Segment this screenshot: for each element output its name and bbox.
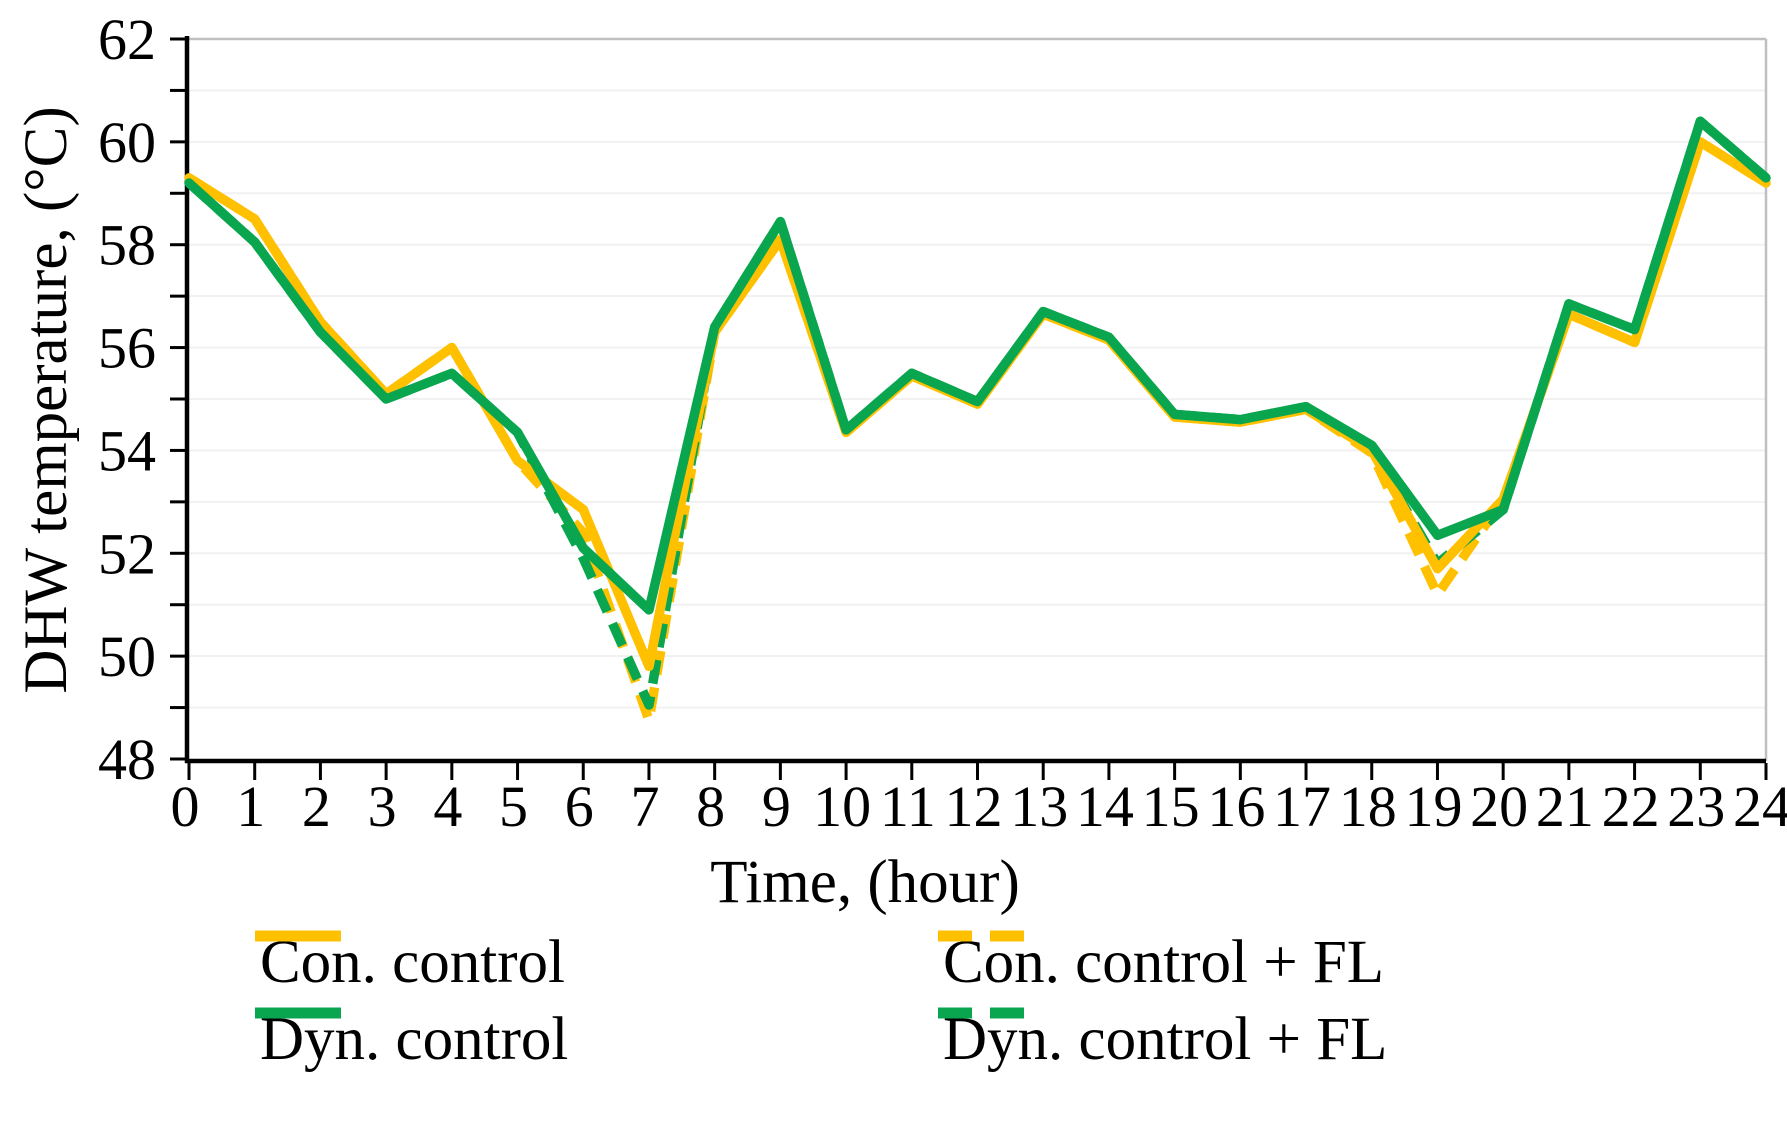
svg-text:19: 19 [1404, 774, 1462, 839]
svg-text:16: 16 [1207, 774, 1265, 839]
svg-text:50: 50 [98, 624, 156, 689]
legend-item-con-control-fl: Con. control + FL [935, 928, 1384, 998]
svg-text:9: 9 [762, 774, 791, 839]
svg-text:15: 15 [1142, 774, 1200, 839]
y-axis-title: DHW temperature, (°C) [13, 106, 80, 694]
legend-item-dyn-control-fl: Dyn. control + FL [935, 1005, 1387, 1075]
svg-text:14: 14 [1076, 774, 1134, 839]
series-lines [184, 116, 1771, 726]
svg-text:21: 21 [1536, 774, 1594, 839]
legend-item-con-control: Con. control [252, 928, 565, 998]
svg-text:56: 56 [98, 316, 156, 381]
axes [184, 36, 1766, 764]
svg-text:48: 48 [98, 727, 156, 792]
svg-text:8: 8 [696, 774, 725, 839]
svg-text:18: 18 [1339, 774, 1397, 839]
svg-text:2: 2 [302, 774, 331, 839]
svg-text:4: 4 [433, 774, 462, 839]
axis-ticks [170, 37, 1768, 780]
svg-text:1: 1 [236, 774, 265, 839]
plot-border [189, 37, 1768, 761]
svg-text:54: 54 [98, 418, 156, 483]
x-tick-labels: 0 1 2 3 4 5 6 7 8 9 10 11 12 13 14 15 16 17 18 19 20 21 22 23 24 [171, 774, 1787, 839]
svg-text:24: 24 [1733, 774, 1787, 839]
x-axis-title: Time, (hour) [710, 849, 1020, 916]
svg-text:5: 5 [499, 774, 528, 839]
svg-text:20: 20 [1470, 774, 1528, 839]
y-tick-labels: 48 50 52 54 56 58 60 62 [98, 7, 156, 792]
series-line-dyn-control [184, 116, 1771, 615]
svg-text:0: 0 [171, 774, 200, 839]
legend-swatch-solid-yellow-icon [255, 930, 341, 942]
legend-swatch-dashed-yellow-icon [938, 930, 1024, 942]
svg-text:17: 17 [1273, 774, 1331, 839]
svg-text:52: 52 [98, 521, 156, 586]
svg-text:60: 60 [98, 110, 156, 175]
svg-text:13: 13 [1010, 774, 1068, 839]
gridlines [189, 89, 1766, 709]
svg-text:23: 23 [1667, 774, 1725, 839]
svg-text:62: 62 [98, 7, 156, 72]
svg-text:6: 6 [565, 774, 594, 839]
svg-text:7: 7 [630, 774, 659, 839]
legend-item-dyn-control: Dyn. control [252, 1005, 568, 1075]
legend-swatch-solid-green-icon [255, 1007, 341, 1019]
svg-text:58: 58 [98, 213, 156, 278]
legend-swatch-dashed-green-icon [938, 1007, 1024, 1019]
svg-text:22: 22 [1602, 774, 1660, 839]
svg-text:10: 10 [813, 774, 871, 839]
svg-text:3: 3 [368, 774, 397, 839]
svg-text:11: 11 [880, 774, 936, 839]
svg-text:12: 12 [945, 774, 1003, 839]
